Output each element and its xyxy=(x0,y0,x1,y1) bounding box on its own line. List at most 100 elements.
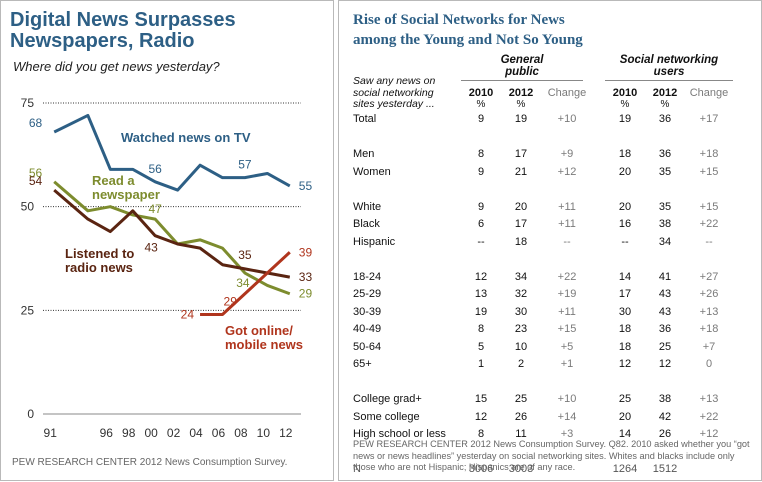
end-label: 29 xyxy=(299,287,313,301)
row-label: 30-39 xyxy=(353,305,382,318)
table-cell: +27 xyxy=(699,270,719,283)
series-label: radio news xyxy=(65,260,133,275)
table-row: Hispanic -- 18 -- -- 34 -- xyxy=(353,233,733,251)
group-label: Social networking xyxy=(619,54,719,66)
table-cell: +3 xyxy=(560,428,574,441)
col-header: 2010% xyxy=(612,86,638,110)
table-cell: +11 xyxy=(558,200,576,213)
line-chart-panel: Digital News Surpasses Newspapers, Radio… xyxy=(0,0,334,481)
chart-title: Digital News Surpasses Newspapers, Radio xyxy=(10,10,236,52)
row-label: 50-64 xyxy=(353,340,382,353)
table-cell: +10 xyxy=(557,393,577,406)
table-cell: 17 xyxy=(618,288,632,301)
table-cell: 17 xyxy=(514,218,528,231)
table-cell: 10 xyxy=(514,340,528,353)
table-row: Total 9 19 +10 19 36 +17 xyxy=(353,111,733,129)
table-cell: 38 xyxy=(658,393,672,406)
row-label: White xyxy=(353,200,382,213)
table-cell: +19 xyxy=(557,288,577,301)
chart-title-line1: Digital News Surpasses xyxy=(10,9,236,31)
table-cell: 12 xyxy=(658,358,672,371)
table-cell: 16 xyxy=(618,218,632,231)
table-panel: Rise of Social Networks for News among t… xyxy=(338,0,762,481)
chart-source: PEW RESEARCH CENTER 2012 News Consumptio… xyxy=(12,457,288,468)
table-cell: 3006 xyxy=(468,463,494,476)
series-label: Watched news on TV xyxy=(121,130,251,145)
table-row: Black 6 17 +11 16 38 +22 xyxy=(353,216,733,234)
row-label: 65+ xyxy=(353,358,372,371)
table-cell: +13 xyxy=(699,393,719,406)
table-cell: 30 xyxy=(618,305,632,318)
table-cell: 35 xyxy=(658,165,672,178)
table-row: White 9 20 +11 20 35 +15 xyxy=(353,198,733,216)
table-cell: 19 xyxy=(474,305,488,318)
table-cell: +12 xyxy=(699,428,719,441)
series-line-1 xyxy=(53,113,291,192)
table-cell: 1 xyxy=(477,358,485,371)
table-cell: 8 xyxy=(477,148,485,161)
table-cell: +5 xyxy=(560,340,574,353)
end-label: 39 xyxy=(299,245,313,259)
point-label: 47 xyxy=(148,202,162,216)
point-label: 29 xyxy=(224,295,238,309)
point-label: 43 xyxy=(144,241,158,255)
table-cell: +1 xyxy=(560,358,574,371)
table-cell: +17 xyxy=(699,113,719,126)
table-cell: 20 xyxy=(514,200,528,213)
table-cell: 43 xyxy=(658,305,672,318)
row-label: 40-49 xyxy=(353,323,382,336)
table-cell: 34 xyxy=(514,270,528,283)
table-title-line1: Rise of Social Networks for News xyxy=(353,12,565,28)
question-line: sites yesterday ... xyxy=(353,98,435,110)
table-row: 30-39 19 30 +11 30 43 +13 xyxy=(353,303,733,321)
col-header: 2010% xyxy=(468,86,494,110)
y-tick-label: 50 xyxy=(21,200,35,214)
table-title-line2: among the Young and Not So Young xyxy=(353,32,583,48)
point-label: 54 xyxy=(29,174,43,188)
table-cell: 42 xyxy=(658,410,672,423)
table-cell: 35 xyxy=(658,200,672,213)
x-tick-label: 91 xyxy=(44,426,58,440)
table-cell: +22 xyxy=(699,218,719,231)
table-cell: +15 xyxy=(699,165,719,178)
row-label: 18-24 xyxy=(353,270,382,283)
table-row: 25-29 13 32 +19 17 43 +26 xyxy=(353,286,733,304)
row-label: 25-29 xyxy=(353,288,382,301)
table-cell: +26 xyxy=(699,288,719,301)
point-label: 35 xyxy=(238,248,252,262)
table-cell: 15 xyxy=(474,393,488,406)
x-tick-label: 00 xyxy=(144,426,158,440)
end-label: 33 xyxy=(299,270,313,284)
x-tick-label: 02 xyxy=(167,426,181,440)
table-cell: 18 xyxy=(618,340,632,353)
table-cell: 8 xyxy=(477,323,485,336)
series-label: Listened to xyxy=(65,246,134,261)
x-tick-label: 04 xyxy=(189,426,203,440)
table-row: High school or less 8 11 +3 14 26 +12 xyxy=(353,426,733,444)
table-cell: 36 xyxy=(658,148,672,161)
row-label: Hispanic xyxy=(353,235,396,248)
table-cell: +12 xyxy=(557,165,577,178)
table-row: 50-64 5 10 +5 18 25 +7 xyxy=(353,338,733,356)
table-cell: 25 xyxy=(514,393,528,406)
table-cell: 18 xyxy=(514,235,528,248)
table-cell: 3003 xyxy=(508,463,534,476)
row-label: Women xyxy=(353,165,391,178)
table-cell: 12 xyxy=(618,358,632,371)
series-line-4 xyxy=(200,251,291,316)
table-row: Women 9 21 +12 20 35 +15 xyxy=(353,163,733,181)
chart-title-line2: Newspapers, Radio xyxy=(10,30,195,52)
series-line-2 xyxy=(53,180,291,296)
table-cell: 9 xyxy=(477,200,485,213)
table-cell: 19 xyxy=(618,113,632,126)
question-line: social networking xyxy=(353,86,434,99)
table-cell: +10 xyxy=(557,113,577,126)
y-tick-label: 25 xyxy=(21,303,35,317)
table-cell: 14 xyxy=(618,270,632,283)
table-cell: 9 xyxy=(477,165,485,178)
table-row: 40-49 8 23 +15 18 36 +18 xyxy=(353,321,733,339)
table-cell: 0 xyxy=(705,358,713,371)
table-cell: +13 xyxy=(699,305,719,318)
group-label: public xyxy=(461,66,583,81)
table-cell: 38 xyxy=(658,218,672,231)
